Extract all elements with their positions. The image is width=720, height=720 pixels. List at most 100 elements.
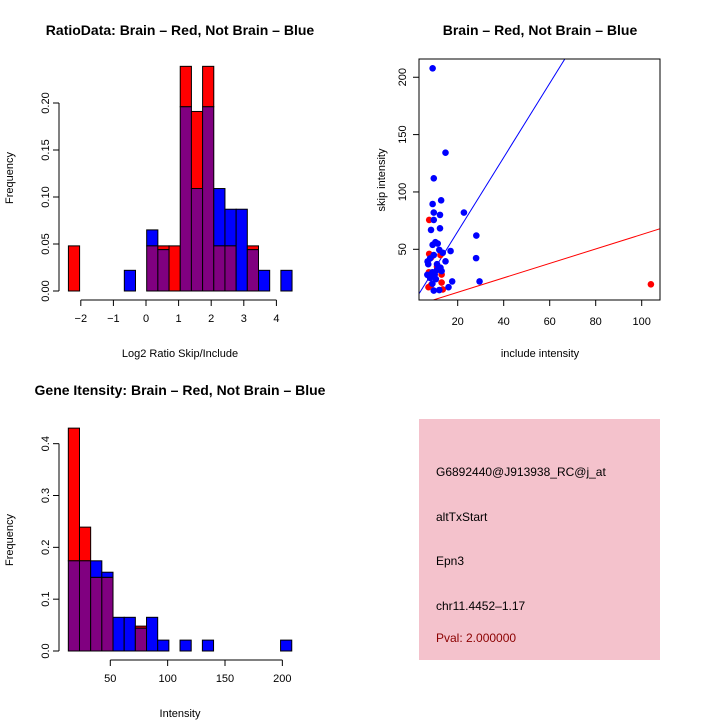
scatter-point-notbrain: [476, 278, 483, 285]
scatter-x-tick-label: 60: [544, 316, 556, 328]
gene-hist-xlabel: Intensity: [160, 708, 201, 720]
scatter-x-tick-label: 100: [633, 316, 651, 328]
ratio-hist-bar-overlap: [213, 245, 226, 292]
gene-hist-y-tick-label: 0.1: [40, 592, 52, 607]
scatter-point-notbrain: [472, 254, 480, 262]
ratio-hist-y-tick-label: 0.10: [40, 186, 52, 207]
scatter-plot-area: [419, 59, 660, 300]
scatter-point-notbrain: [447, 247, 454, 255]
gene-hist-bar-overlap: [134, 627, 148, 652]
scatter-point-notbrain: [431, 271, 439, 278]
scatter-point-brain: [438, 279, 445, 286]
scatter-point-notbrain: [426, 274, 434, 282]
gene-hist-bar-brain: [67, 427, 80, 562]
scatter-point-notbrain: [439, 249, 447, 257]
gene-hist-bar-notbrain: [146, 616, 159, 652]
ratio-hist-bar-overlap: [179, 106, 192, 292]
scatter-y-tick-label: 50: [397, 243, 409, 255]
ratio-hist-bar-brain: [246, 245, 260, 251]
gene-name: Epn3: [436, 554, 464, 568]
scatter-point-notbrain: [442, 258, 449, 265]
ratio-hist-bar-overlap: [202, 106, 215, 292]
ratio-hist-bar-overlap: [224, 245, 237, 292]
scatter-point-notbrain: [430, 216, 438, 224]
ratio-hist-y-tick-label: 0.05: [40, 233, 52, 254]
scatter-point-notbrain: [430, 287, 438, 294]
scatter-point-notbrain: [427, 226, 435, 234]
gene-hist-bar-overlap: [90, 576, 103, 652]
gene-hist-x-tick-label: 100: [158, 673, 176, 685]
scatter-point-notbrain: [436, 211, 444, 219]
ratio-hist-x-tick-label: 2: [208, 313, 214, 325]
scatter-point-notbrain: [445, 283, 452, 291]
ratio-hist-x-tick-label: −2: [75, 313, 88, 325]
ratio-hist-bar-overlap: [190, 188, 204, 292]
scatter-point-notbrain: [424, 260, 432, 268]
scatter-point-notbrain: [430, 175, 438, 182]
gene-hist-bar-notbrain: [201, 639, 215, 652]
ratio-hist-bar-brain: [168, 245, 181, 292]
ratio-hist-x-tick-label: 4: [273, 313, 279, 325]
ratio-hist-bar-notbrain: [224, 208, 237, 247]
scatter-point-notbrain: [437, 197, 445, 204]
ratio-hist-bar-brain: [202, 65, 215, 108]
scatter-point-notbrain: [429, 241, 436, 249]
gene-hist-bar-overlap: [67, 560, 80, 652]
gene-hist-bar-notbrain: [112, 616, 125, 652]
ratio-hist-bar-brain: [67, 245, 81, 292]
gene-hist-bar-notbrain: [101, 571, 114, 578]
ratio-hist-bar-notbrain: [258, 269, 271, 292]
scatter-point-notbrain: [460, 209, 468, 216]
gene-hist-x-tick-label: 50: [104, 673, 116, 685]
scatter-point-notbrain: [442, 149, 449, 157]
pval: Pval: 2.000000: [436, 631, 516, 645]
scatter-point-notbrain: [436, 225, 444, 232]
gene-hist-ylabel: Frequency: [4, 514, 16, 566]
gene-hist-title: Gene Itensity: Brain – Red, Not Brain – …: [35, 382, 326, 398]
ratio-hist-bar-overlap: [157, 249, 170, 292]
gene-hist-bar-notbrain: [157, 639, 170, 652]
gene-intensity-histogram: Gene Itensity: Brain – Red, Not Brain – …: [4, 382, 326, 720]
scatter-y-tick-label: 150: [397, 125, 409, 143]
scatter-x-tick-label: 20: [452, 316, 464, 328]
ratio-hist-bar-brain: [157, 245, 170, 251]
scatter-blue-fit-line: [419, 59, 566, 294]
scatter-point-notbrain: [448, 278, 456, 285]
intensity-scatter: Brain – Red, Not Brain – Blue include in…: [376, 22, 661, 360]
info-panel: G6892440@J913938_RC@j_at altTxStart Epn3…: [419, 419, 660, 660]
ratio-hist-bar-notbrain: [235, 208, 248, 292]
ratio-histogram: RatioData: Brain – Red, Not Brain – Blue…: [4, 22, 314, 360]
ratio-hist-y-tick-label: 0.20: [40, 92, 52, 113]
gene-hist-bar-notbrain: [179, 639, 192, 652]
ratio-hist-x-tick-label: −1: [107, 313, 120, 325]
scatter-ylabel: skip intensity: [376, 148, 388, 211]
gene-hist-y-tick-label: 0.0: [40, 643, 52, 658]
scatter-frame: [418, 58, 661, 301]
gene-hist-bar-notbrain: [123, 616, 136, 652]
scatter-point-brain: [425, 216, 433, 224]
ratio-hist-bar-overlap: [146, 245, 159, 292]
ratio-hist-bar-notbrain: [280, 269, 293, 292]
gene-hist-bar-notbrain: [90, 560, 103, 578]
scatter-point-notbrain: [429, 280, 436, 288]
scatter-y-tick-label: 200: [397, 68, 409, 86]
probe-id: G6892440@J913938_RC@j_at: [436, 465, 606, 479]
gene-hist-bar-overlap: [101, 576, 114, 652]
ratio-hist-xlabel: Log2 Ratio Skip/Include: [122, 348, 238, 360]
ratio-hist-title: RatioData: Brain – Red, Not Brain – Blue: [46, 22, 315, 38]
gene-hist-bar-overlap: [78, 560, 92, 652]
ratio-hist-x-tick-label: 3: [241, 313, 247, 325]
ratio-hist-bar-notbrain: [146, 229, 159, 247]
scatter-point-notbrain: [429, 200, 436, 208]
scatter-point-notbrain: [430, 209, 438, 216]
scatter-xlabel: include intensity: [501, 348, 580, 360]
gene-hist-y-tick-label: 0.2: [40, 540, 52, 555]
scatter-point-notbrain: [426, 255, 434, 262]
scatter-title: Brain – Red, Not Brain – Blue: [443, 22, 638, 38]
scatter-point-notbrain: [429, 65, 436, 72]
ratio-hist-x-tick-label: 1: [176, 313, 182, 325]
scatter-red-fit-line: [431, 228, 660, 300]
info-panel-bg: [419, 419, 660, 660]
gene-hist-bar-notbrain: [280, 639, 293, 652]
